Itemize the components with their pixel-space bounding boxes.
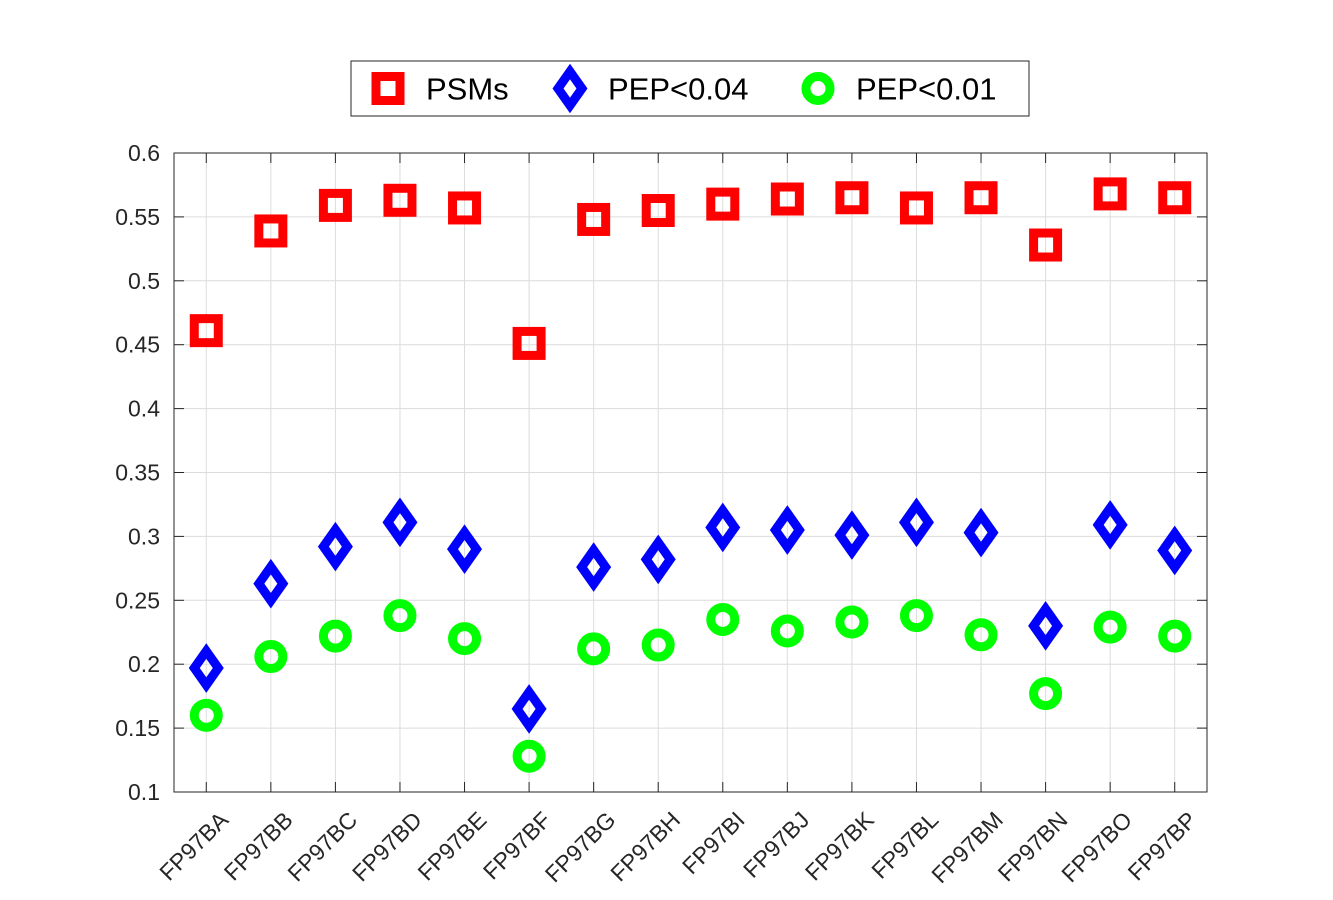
- data-point: [899, 191, 933, 225]
- data-point: [253, 558, 289, 609]
- data-point: [254, 640, 288, 674]
- x-tick-label: FP97BK: [800, 806, 879, 885]
- grid: [174, 152, 1207, 793]
- data-point: [769, 505, 805, 555]
- data-point: [1093, 177, 1127, 211]
- x-tick-label: FP97BG: [540, 807, 621, 888]
- data-point: [254, 214, 288, 248]
- data-point: [641, 194, 675, 228]
- legend: PSMs PEP<0.04 PEP<0.01: [350, 60, 1030, 117]
- x-tick-label: FP97BI: [677, 807, 750, 880]
- data-point: [189, 698, 223, 732]
- data-point: [576, 542, 612, 592]
- data-point: [770, 614, 804, 648]
- x-tick-label: FP97BM: [926, 807, 1008, 889]
- x-axis: FP97BAFP97BBFP97BCFP97BDFP97BEFP97BFFP97…: [154, 153, 1202, 889]
- data-point: [318, 188, 352, 222]
- data-point: [1158, 181, 1192, 215]
- data-point: [964, 181, 998, 215]
- data-point: [1092, 500, 1128, 550]
- data-point: [448, 622, 482, 656]
- data-point: [512, 326, 546, 360]
- y-tick-label: 0.55: [115, 204, 160, 230]
- data-point: [383, 183, 417, 217]
- data-point: [188, 643, 224, 693]
- series-psms: [189, 177, 1192, 360]
- series-pep-0-01: [189, 599, 1192, 773]
- data-point: [512, 739, 546, 773]
- data-point: [317, 521, 353, 572]
- y-tick-label: 0.4: [128, 396, 160, 422]
- y-tick-label: 0.6: [128, 140, 160, 166]
- y-tick-label: 0.2: [128, 651, 160, 677]
- data-point: [189, 314, 223, 348]
- data-point: [577, 632, 611, 666]
- data-point: [447, 524, 483, 574]
- data-point: [511, 684, 547, 734]
- data-point: [706, 602, 740, 636]
- x-tick-label: FP97BB: [219, 807, 298, 886]
- data-point: [318, 619, 352, 653]
- data-point: [577, 202, 611, 236]
- x-tick-label: FP97BP: [1123, 807, 1202, 886]
- data-point: [899, 599, 933, 633]
- legend-box: [350, 60, 1030, 117]
- x-tick-label: FP97BA: [154, 806, 233, 885]
- data-point: [770, 182, 804, 216]
- series-pep-0-04: [188, 497, 1193, 734]
- data-point: [898, 497, 934, 548]
- legend-marker: [371, 72, 405, 105]
- data-point: [1029, 677, 1063, 711]
- y-tick-label: 0.1: [128, 779, 160, 805]
- y-tick-label: 0.5: [128, 268, 160, 294]
- data-point: [835, 605, 869, 639]
- x-tick-label: FP97BH: [605, 807, 685, 887]
- y-tick-label: 0.15: [115, 715, 160, 741]
- data-point: [383, 599, 417, 633]
- data-point: [1157, 525, 1193, 576]
- data-point: [1029, 228, 1063, 262]
- data-point: [706, 187, 740, 221]
- data-point: [963, 507, 999, 558]
- legend-marker: [552, 63, 588, 114]
- data-point: [640, 534, 676, 585]
- x-tick-label: FP97BO: [1056, 807, 1137, 888]
- x-tick-label: FP97BE: [412, 807, 491, 886]
- data-point: [834, 510, 870, 560]
- legend-marker: [801, 72, 835, 105]
- data-point: [1028, 601, 1064, 651]
- legend-label: PEP<0.01: [856, 72, 996, 107]
- y-tick-label: 0.35: [115, 460, 160, 486]
- y-tick-label: 0.25: [115, 587, 160, 613]
- legend-label: PEP<0.04: [608, 72, 748, 107]
- data-point: [705, 502, 741, 553]
- data-point: [382, 497, 418, 548]
- x-tick-label: FP97BD: [347, 807, 427, 887]
- data-point: [1093, 610, 1127, 644]
- data-point: [964, 618, 998, 652]
- legend-label: PSMs: [426, 72, 509, 107]
- data-point: [1158, 619, 1192, 653]
- y-axis: 0.1 0.15 0.2 0.25 0.3 0.35 0.4 0.45 0.5 0.55 0.6: [115, 140, 1207, 805]
- data-point: [835, 181, 869, 215]
- series-layer: [188, 177, 1193, 773]
- x-tick-label: FP97BC: [282, 807, 362, 887]
- data-point: [448, 191, 482, 225]
- y-tick-label: 0.45: [115, 332, 160, 358]
- y-tick-label: 0.3: [128, 523, 160, 549]
- data-point: [641, 628, 675, 662]
